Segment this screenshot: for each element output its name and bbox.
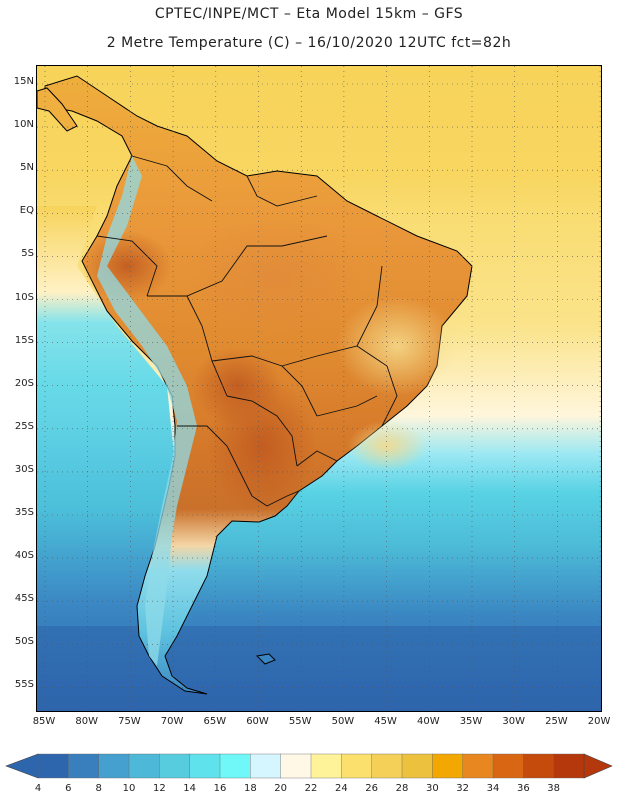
lat-tick-label: 55S bbox=[14, 679, 34, 691]
colorbar-tick-label: 4 bbox=[34, 783, 42, 794]
lat-tick-label: 45S bbox=[14, 593, 34, 605]
andes-cool-strip bbox=[97, 156, 197, 666]
lon-tick-label: 50W bbox=[331, 716, 355, 727]
colorbar-cell bbox=[128, 753, 161, 779]
lat-tick-label: EQ bbox=[19, 205, 34, 217]
lon-tick-label: 60W bbox=[246, 716, 269, 727]
lon-tick-label: 70W bbox=[160, 716, 184, 727]
colorbar-high-arrow bbox=[583, 753, 613, 779]
lat-tick-label: 25S bbox=[14, 420, 34, 432]
colorbar-tick-label: 8 bbox=[95, 783, 102, 794]
colorbar-tick-label: 28 bbox=[395, 783, 409, 794]
lon-tick-label: 65W bbox=[203, 716, 227, 727]
east-brazil-mild-zone bbox=[337, 296, 457, 396]
colorbar-cell bbox=[219, 753, 252, 779]
lat-tick-label: 10N bbox=[13, 119, 34, 131]
colorbar-tick-label: 6 bbox=[65, 783, 72, 794]
pacific-ocean-field bbox=[37, 206, 177, 711]
colorbar-tick-label: 26 bbox=[365, 783, 379, 794]
colorbar-tick-label: 36 bbox=[516, 783, 530, 794]
temperature-colorbar bbox=[5, 753, 613, 779]
colorbar-cell bbox=[553, 753, 585, 779]
colorbar-tick-label: 16 bbox=[213, 783, 227, 794]
southern-ocean-field bbox=[37, 626, 601, 711]
lat-tick-label: 40S bbox=[14, 550, 34, 562]
colorbar-tick-label: 14 bbox=[183, 783, 197, 794]
colorbar-cell bbox=[462, 753, 494, 779]
colorbar-cell bbox=[492, 753, 525, 779]
lon-tick-label: 55W bbox=[288, 716, 312, 727]
peru-ecuador-hotspot bbox=[82, 231, 172, 301]
central-america-landmass bbox=[37, 87, 78, 132]
colorbar-tick-label: 32 bbox=[456, 783, 470, 794]
map-panel bbox=[36, 65, 602, 712]
colorbar-tick-label: 12 bbox=[152, 783, 166, 794]
lon-tick-label: 75W bbox=[118, 716, 141, 727]
lat-tick-label: 35S bbox=[14, 507, 34, 518]
lon-tick-label: 25W bbox=[545, 716, 568, 727]
colorbar-cell bbox=[401, 753, 434, 779]
southeast-brazil-mild-zone bbox=[347, 421, 427, 471]
lon-tick-label: 45W bbox=[374, 716, 397, 727]
country-borders bbox=[96, 155, 398, 507]
colorbar-tick-label: 10 bbox=[122, 783, 136, 794]
colorbar-cell bbox=[341, 753, 373, 779]
colorbar-cell bbox=[280, 753, 312, 779]
colorbar-tick-label: 34 bbox=[486, 783, 500, 794]
colorbar-cell bbox=[432, 753, 464, 779]
lat-tick-label: 30S bbox=[14, 463, 34, 475]
lon-tick-label: 35W bbox=[459, 716, 483, 727]
lat-tick-label: 15S bbox=[14, 334, 34, 346]
colorbar-cell bbox=[371, 753, 403, 779]
lat-tick-label: 50S bbox=[14, 636, 34, 648]
lon-tick-label: 30W bbox=[502, 716, 525, 727]
lon-tick-label: 40W bbox=[416, 716, 440, 727]
lat-tick-label: 5S bbox=[21, 248, 34, 260]
amazon-warm-zone bbox=[187, 216, 367, 336]
temperature-map bbox=[37, 66, 601, 711]
falkland-islands bbox=[255, 653, 276, 665]
colorbar-tick-label: 24 bbox=[334, 783, 348, 794]
colorbar-cell bbox=[189, 753, 221, 779]
chart-title-line2: 2 Metre Temperature (C) – 16/10/2020 12U… bbox=[106, 35, 512, 51]
colorbar-cell bbox=[250, 753, 282, 779]
colorbar-tick-label: 22 bbox=[304, 783, 318, 794]
chart-title-line1: CPTEC/INPE/MCT – Eta Model 15km – GFS bbox=[154, 6, 464, 22]
colorbar-cell bbox=[159, 753, 191, 779]
colorbar-cell bbox=[98, 753, 130, 779]
colorbar-cell bbox=[68, 753, 100, 779]
lat-tick-label: 5N bbox=[20, 162, 34, 174]
colorbar-cell bbox=[523, 753, 555, 779]
colorbar-low-arrow bbox=[5, 753, 39, 779]
lon-tick-label: 20W bbox=[587, 716, 611, 727]
lat-tick-label: 10S bbox=[14, 291, 34, 303]
colorbar-cell bbox=[37, 753, 70, 779]
lat-tick-label: 15N bbox=[13, 76, 34, 87]
colorbar-tick-label: 18 bbox=[243, 783, 257, 794]
colorbar-tick-label: 20 bbox=[274, 783, 288, 794]
colorbar-tick-label: 30 bbox=[425, 783, 439, 794]
lat-tick-label: 20S bbox=[14, 377, 34, 389]
colorbar-tick-label: 38 bbox=[547, 783, 561, 794]
lon-tick-label: 80W bbox=[75, 716, 98, 727]
lon-tick-label: 85W bbox=[32, 716, 56, 727]
colorbar-cell bbox=[310, 753, 343, 779]
